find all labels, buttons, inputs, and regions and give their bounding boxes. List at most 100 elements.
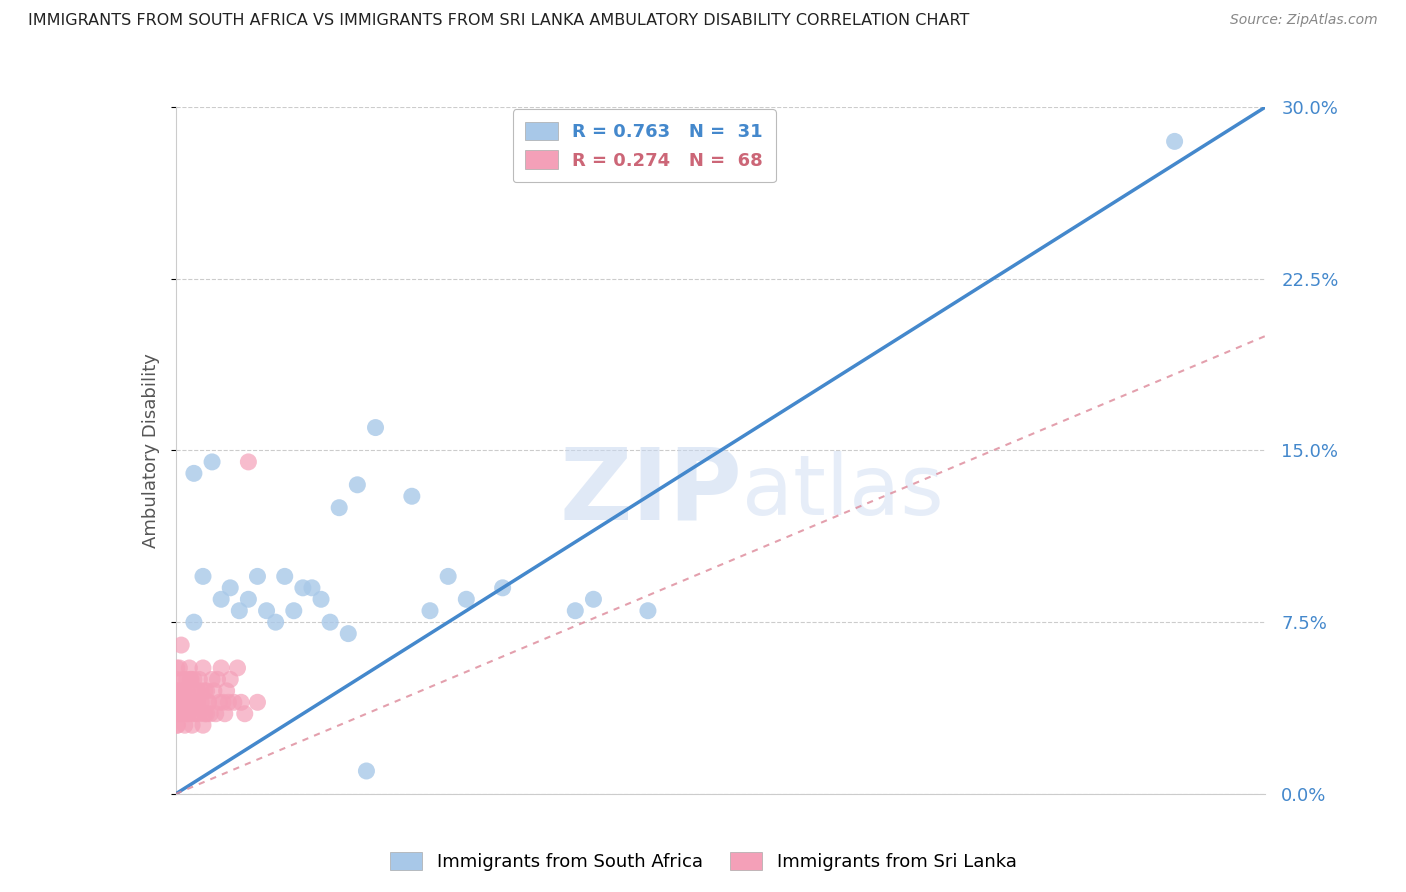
- Point: [191, 569, 214, 583]
- Point: [177, 706, 200, 721]
- Point: [582, 592, 605, 607]
- Point: [246, 695, 269, 709]
- Point: [186, 695, 209, 709]
- Point: [231, 695, 253, 709]
- Point: [222, 695, 245, 709]
- Point: [166, 718, 188, 732]
- Point: [179, 673, 201, 687]
- Point: [173, 718, 195, 732]
- Point: [637, 604, 659, 618]
- Point: [207, 673, 229, 687]
- Point: [492, 581, 515, 595]
- Text: IMMIGRANTS FROM SOUTH AFRICA VS IMMIGRANTS FROM SRI LANKA AMBULATORY DISABILITY : IMMIGRANTS FROM SOUTH AFRICA VS IMMIGRAN…: [28, 13, 970, 29]
- Point: [274, 569, 297, 583]
- Point: [188, 706, 211, 721]
- Point: [166, 673, 188, 687]
- Point: [197, 695, 219, 709]
- Point: [183, 467, 205, 481]
- Text: ZIP: ZIP: [560, 443, 742, 541]
- Point: [173, 683, 195, 698]
- Point: [172, 706, 194, 721]
- Point: [190, 683, 212, 698]
- Point: [166, 661, 188, 675]
- Point: [238, 455, 260, 469]
- Point: [337, 626, 360, 640]
- Point: [179, 661, 201, 675]
- Point: [191, 661, 214, 675]
- Point: [201, 455, 224, 469]
- Point: [346, 478, 368, 492]
- Point: [166, 718, 188, 732]
- Point: [283, 604, 305, 618]
- Point: [166, 683, 188, 698]
- Point: [209, 592, 232, 607]
- Point: [1163, 135, 1185, 149]
- Point: [202, 683, 225, 698]
- Point: [166, 683, 188, 698]
- Point: [238, 592, 260, 607]
- Point: [183, 673, 205, 687]
- Point: [195, 683, 218, 698]
- Text: Source: ZipAtlas.com: Source: ZipAtlas.com: [1230, 13, 1378, 28]
- Point: [219, 581, 242, 595]
- Point: [214, 706, 236, 721]
- Point: [191, 718, 214, 732]
- Point: [166, 695, 188, 709]
- Point: [169, 695, 191, 709]
- Point: [181, 706, 204, 721]
- Point: [179, 695, 201, 709]
- Point: [291, 581, 314, 595]
- Point: [181, 683, 204, 698]
- Legend: Immigrants from South Africa, Immigrants from Sri Lanka: Immigrants from South Africa, Immigrants…: [382, 845, 1024, 879]
- Point: [172, 673, 194, 687]
- Point: [301, 581, 323, 595]
- Point: [177, 695, 200, 709]
- Point: [169, 661, 191, 675]
- Point: [184, 706, 207, 721]
- Point: [180, 673, 202, 687]
- Point: [256, 604, 278, 618]
- Point: [364, 420, 387, 434]
- Y-axis label: Ambulatory Disability: Ambulatory Disability: [142, 353, 160, 548]
- Point: [170, 706, 193, 721]
- Legend: R = 0.763   N =  31, R = 0.274   N =  68: R = 0.763 N = 31, R = 0.274 N = 68: [513, 109, 776, 182]
- Point: [195, 706, 218, 721]
- Point: [246, 569, 269, 583]
- Point: [174, 706, 197, 721]
- Point: [194, 683, 217, 698]
- Point: [194, 706, 217, 721]
- Point: [169, 695, 191, 709]
- Point: [186, 683, 209, 698]
- Point: [437, 569, 460, 583]
- Point: [217, 695, 239, 709]
- Point: [166, 706, 188, 721]
- Point: [181, 718, 204, 732]
- Point: [183, 615, 205, 630]
- Point: [215, 683, 238, 698]
- Point: [264, 615, 287, 630]
- Point: [212, 695, 235, 709]
- Point: [209, 661, 232, 675]
- Text: atlas: atlas: [742, 451, 943, 533]
- Point: [170, 638, 193, 652]
- Point: [167, 706, 190, 721]
- Point: [176, 683, 198, 698]
- Point: [197, 695, 219, 709]
- Point: [219, 673, 242, 687]
- Point: [173, 695, 195, 709]
- Point: [184, 695, 207, 709]
- Point: [456, 592, 478, 607]
- Point: [208, 695, 231, 709]
- Point: [319, 615, 342, 630]
- Point: [226, 661, 249, 675]
- Point: [200, 706, 222, 721]
- Point: [188, 673, 211, 687]
- Point: [176, 673, 198, 687]
- Point: [419, 604, 441, 618]
- Point: [183, 695, 205, 709]
- Point: [204, 706, 226, 721]
- Point: [172, 683, 194, 698]
- Point: [176, 695, 198, 709]
- Point: [233, 706, 256, 721]
- Point: [328, 500, 350, 515]
